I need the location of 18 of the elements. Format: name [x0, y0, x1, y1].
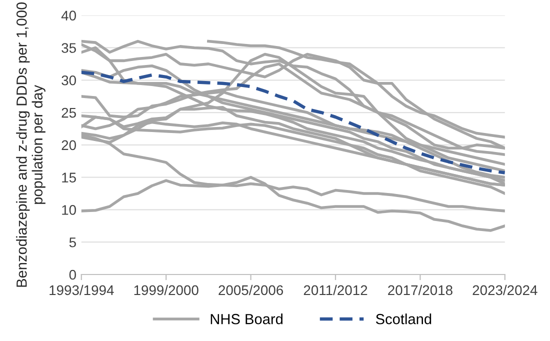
x-tick-label: 2005/2006 [218, 284, 284, 296]
x-tick-label: 1993/1994 [50, 284, 114, 296]
y-tick-label: 15 [62, 172, 76, 182]
y-tick-label: 30 [62, 75, 76, 86]
y-tick-label: 0 [69, 270, 76, 280]
y-tick-label: 20 [62, 140, 76, 150]
legend-label: NHS Board [210, 314, 282, 324]
x-tick-label: 2011/2012 [304, 284, 368, 296]
y-tick-label: 25 [62, 108, 76, 118]
y-axis-title: Benzodiazepine and z-drug DDDs per 1,000 population per day [16, 2, 46, 287]
y-tick-label: 35 [62, 43, 76, 53]
y-tick-label: 10 [62, 205, 76, 215]
x-tick-label: 1999/2000 [134, 284, 198, 296]
y-tick-label: 40 [61, 10, 76, 21]
x-tick-label: 2023/2024 [472, 284, 538, 296]
legend-label: Scotland [376, 314, 432, 324]
x-tick-label: 2017/2018 [388, 284, 452, 296]
y-tick-label: 5 [69, 238, 76, 248]
